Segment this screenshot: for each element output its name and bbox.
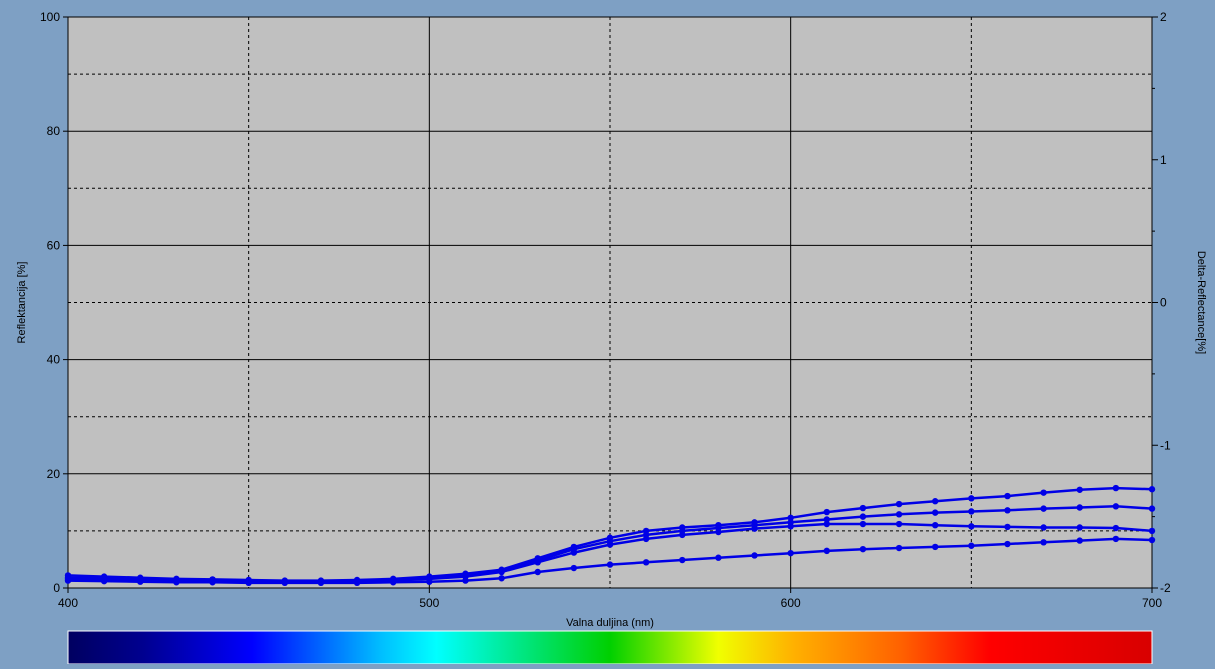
data-point bbox=[968, 495, 975, 502]
data-point bbox=[1112, 524, 1120, 532]
data-point bbox=[642, 559, 650, 566]
data-point bbox=[1148, 527, 1156, 535]
data-point bbox=[245, 579, 252, 587]
data-point bbox=[1040, 539, 1047, 546]
data-point bbox=[1004, 492, 1011, 500]
data-point bbox=[787, 523, 794, 530]
data-point bbox=[209, 579, 216, 586]
data-point bbox=[534, 568, 541, 576]
y2-axis-label: Delta-Reflectance[%] bbox=[1195, 251, 1207, 354]
y2-tick-label: -2 bbox=[1160, 581, 1171, 595]
data-point bbox=[823, 520, 830, 528]
data-point bbox=[715, 528, 722, 536]
data-point bbox=[859, 513, 867, 520]
y2-tick-label: 1 bbox=[1160, 153, 1167, 167]
data-point bbox=[1112, 484, 1120, 492]
data-point bbox=[968, 523, 975, 530]
data-point bbox=[173, 579, 180, 586]
data-point bbox=[679, 531, 686, 539]
data-point bbox=[498, 568, 505, 576]
data-point bbox=[968, 542, 975, 549]
y-tick-label: 80 bbox=[47, 124, 61, 138]
y-tick-label: 40 bbox=[47, 353, 61, 367]
data-point bbox=[679, 556, 686, 564]
data-point bbox=[426, 578, 433, 585]
data-point bbox=[1040, 489, 1047, 496]
data-point bbox=[137, 578, 144, 585]
data-point bbox=[1004, 507, 1011, 514]
data-point bbox=[823, 547, 830, 555]
data-point bbox=[859, 520, 867, 528]
data-point bbox=[932, 509, 939, 516]
data-point bbox=[64, 577, 72, 584]
y-tick-label: 100 bbox=[40, 10, 60, 24]
data-point bbox=[353, 579, 361, 587]
y-tick-label: 0 bbox=[53, 581, 60, 595]
data-point bbox=[570, 564, 578, 572]
data-point bbox=[1076, 486, 1083, 493]
data-point bbox=[895, 500, 903, 508]
data-point bbox=[751, 525, 758, 532]
data-point bbox=[751, 552, 758, 559]
x-axis-label: Valna duljina (nm) bbox=[566, 617, 654, 629]
data-point bbox=[1112, 535, 1120, 543]
x-tick-label: 400 bbox=[58, 596, 78, 610]
data-point bbox=[968, 508, 975, 515]
data-point bbox=[1076, 524, 1083, 531]
y2-tick-label: 2 bbox=[1160, 10, 1167, 24]
data-point bbox=[932, 521, 939, 529]
data-point bbox=[1040, 505, 1047, 512]
data-point bbox=[823, 508, 830, 516]
data-point bbox=[1112, 503, 1120, 510]
data-point bbox=[1148, 486, 1156, 493]
data-point bbox=[281, 579, 288, 587]
data-point bbox=[1148, 536, 1156, 544]
y-tick-label: 20 bbox=[47, 467, 61, 481]
data-point bbox=[895, 544, 903, 552]
y-tick-label: 60 bbox=[47, 238, 61, 252]
y-axis-label: Reflektancija [%] bbox=[16, 262, 28, 344]
data-point bbox=[534, 559, 541, 566]
data-point bbox=[859, 545, 867, 553]
data-point bbox=[606, 561, 614, 568]
data-point bbox=[462, 577, 469, 584]
x-tick-label: 600 bbox=[781, 596, 801, 610]
y2-tick-label: -1 bbox=[1160, 438, 1171, 452]
data-point bbox=[1076, 537, 1083, 544]
y2-tick-label: 0 bbox=[1160, 296, 1167, 310]
spectrum-color-bar bbox=[67, 630, 1153, 665]
data-point bbox=[1004, 540, 1011, 548]
data-point bbox=[787, 549, 794, 557]
data-point bbox=[1040, 524, 1047, 531]
data-point bbox=[498, 575, 505, 582]
data-point bbox=[642, 535, 650, 543]
data-point bbox=[1004, 523, 1011, 531]
data-point bbox=[606, 541, 614, 548]
x-tick-label: 500 bbox=[419, 596, 439, 610]
data-point bbox=[932, 498, 939, 505]
data-point bbox=[317, 579, 325, 587]
data-point bbox=[823, 516, 830, 523]
data-point bbox=[1076, 504, 1083, 511]
data-point bbox=[100, 577, 108, 585]
data-point bbox=[895, 511, 903, 518]
x-tick-label: 700 bbox=[1142, 596, 1162, 610]
data-point bbox=[787, 514, 794, 521]
data-point bbox=[570, 549, 578, 556]
data-point bbox=[715, 554, 722, 561]
data-point bbox=[390, 579, 397, 586]
data-point bbox=[895, 520, 903, 528]
data-point bbox=[1148, 505, 1156, 512]
data-point bbox=[932, 543, 939, 551]
data-point bbox=[859, 504, 867, 512]
